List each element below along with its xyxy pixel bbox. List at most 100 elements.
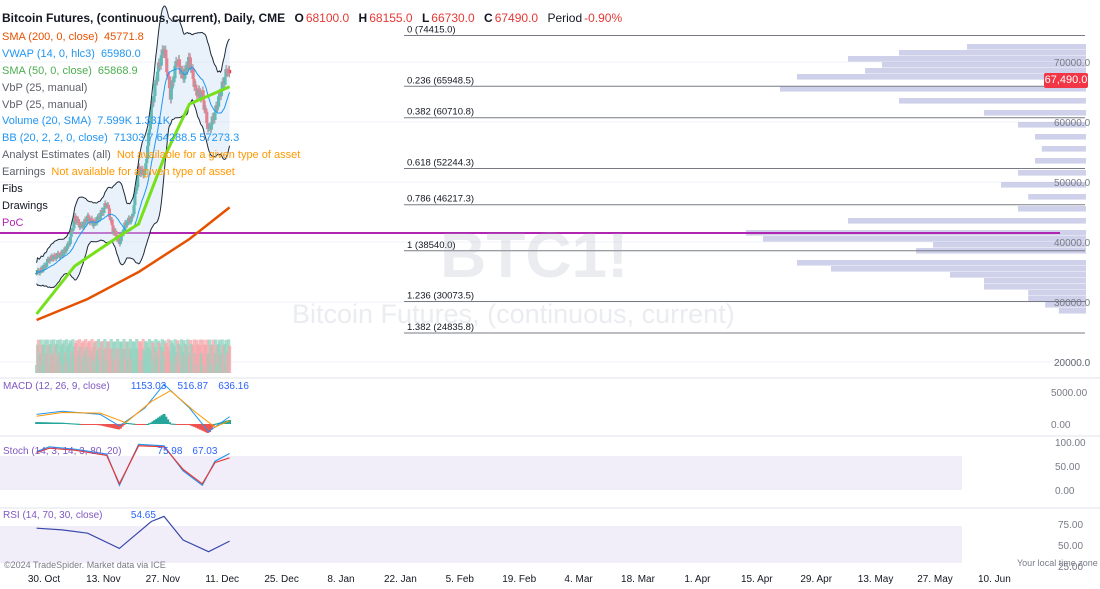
indicator-row[interactable]: Volume (20, SMA) 7.599K 1.331K: [2, 113, 628, 130]
candle-body: [195, 88, 199, 96]
candle-body: [139, 168, 143, 174]
macd-histogram-bar: [42, 422, 46, 424]
candle-body: [175, 61, 179, 64]
bollinger-upper: [36, 5, 230, 263]
candle-body: [65, 243, 70, 249]
indicator-row[interactable]: VbP (25, manual): [2, 80, 628, 97]
volume-bar: [72, 346, 76, 373]
indicator-row[interactable]: Fibs: [2, 181, 628, 198]
candle-body: [128, 221, 132, 223]
candle-body: [104, 203, 108, 206]
stoch-band: [0, 456, 962, 490]
local-time-zone[interactable]: Your local time zone: [1017, 558, 1098, 568]
macd-histogram-bar: [133, 423, 137, 425]
copyright-note: ©2024 TradeSpider. Market data via ICE: [4, 560, 166, 570]
candle-body: [55, 256, 59, 259]
fib-label: 1.382 (24835.8): [407, 322, 474, 333]
indicator-row[interactable]: Earnings Not available for a given type o…: [2, 164, 628, 181]
symbol-title[interactable]: Bitcoin Futures, (continuous, current), …: [2, 11, 286, 25]
indicator-value: 45771.8: [104, 30, 144, 43]
candle-body: [152, 95, 156, 103]
candle-body: [156, 71, 160, 82]
indicator-value: 7.599K 1.331K: [97, 115, 171, 128]
macd-histogram-bar: [188, 424, 192, 425]
macd-histogram-bar: [189, 424, 193, 426]
candle-body: [85, 221, 89, 223]
candle-body: [162, 50, 166, 54]
macd-histogram-bar: [160, 415, 164, 424]
candle-body: [133, 194, 137, 206]
candle-body: [129, 216, 133, 222]
candle-body: [211, 116, 215, 118]
macd-tick-label: 5000.00: [1051, 388, 1088, 399]
candle-body: [159, 55, 163, 66]
macd-histogram-bar: [38, 422, 42, 424]
macd-histogram-bar: [151, 421, 155, 424]
indicator-row[interactable]: SMA (50, 0, close) 65868.9: [2, 63, 628, 80]
vbp-bar: [1028, 296, 1086, 302]
volume-bar: [40, 344, 44, 373]
macd-histogram-bar: [124, 422, 128, 424]
last-price-badge: 67,490.0: [1044, 73, 1088, 88]
indicator-row[interactable]: Analyst Estimates (all) Not available for…: [2, 147, 628, 164]
candle-body: [58, 254, 62, 258]
candle-body: [50, 255, 54, 260]
indicator-label: VbP (25, manual): [2, 98, 88, 111]
candle-body: [156, 62, 161, 72]
vbp-bar: [1041, 146, 1086, 152]
candle-body: [177, 59, 182, 67]
candle-body: [170, 80, 174, 89]
chart-legend: Bitcoin Futures, (continuous, current), …: [2, 10, 628, 232]
candle-body: [157, 62, 162, 65]
time-tick-label: 29. Apr: [800, 574, 832, 585]
indicator-row[interactable]: BB (20, 2, 2, 0, close) 71303.7 64288.5 5…: [2, 130, 628, 147]
vbp-bar: [967, 44, 1086, 50]
macd-histogram-bar: [228, 419, 232, 424]
indicator-row[interactable]: Drawings: [2, 198, 628, 215]
macd-histogram-bar: [208, 424, 212, 433]
macd-histogram-bar: [144, 424, 148, 425]
price-tick-label: 70000.0: [1054, 58, 1091, 69]
time-tick-label: 15. Apr: [741, 574, 773, 585]
macd-histogram-bar: [62, 422, 66, 424]
candle-body: [192, 78, 196, 88]
volume-bar: [65, 346, 70, 373]
candle-body: [154, 80, 158, 84]
volume-bar: [189, 344, 193, 373]
macd-histogram-bar: [107, 424, 111, 428]
volume-bar: [59, 345, 63, 373]
candle-body: [74, 215, 78, 222]
candle-body: [201, 90, 205, 101]
macd-histogram-bar: [35, 422, 39, 424]
candle-body: [165, 58, 169, 73]
sma50-line: [35, 85, 231, 315]
candle-body: [143, 169, 147, 175]
time-tick-label: 13. Nov: [86, 574, 120, 585]
candle-body: [95, 222, 99, 224]
volume-bar: [196, 344, 200, 373]
candle-body: [72, 220, 76, 229]
indicator-row[interactable]: VbP (25, manual): [2, 97, 628, 114]
candle-body: [186, 66, 190, 71]
candle-body: [87, 217, 92, 223]
candle-body: [105, 205, 109, 207]
rsi-band: [0, 526, 962, 563]
indicator-row[interactable]: PoC: [2, 215, 628, 232]
panel-label: Stoch (14, 3, 14, 3, 80, 20): [3, 446, 121, 457]
macd-histogram-bar: [56, 422, 60, 424]
macd-histogram-bar: [173, 423, 177, 425]
fib-label: 0.236 (65948.5): [407, 75, 474, 86]
volume-bar: [176, 343, 181, 373]
candle-body: [188, 57, 193, 69]
candle-body: [174, 61, 178, 66]
panel-label: MACD (12, 26, 9, close): [3, 381, 110, 392]
indicator-row[interactable]: SMA (200, 0, close) 45771.8: [2, 29, 628, 46]
rsi-line: [36, 515, 230, 553]
candle-body: [67, 244, 71, 246]
candle-body: [90, 218, 94, 223]
indicator-row[interactable]: VWAP (14, 0, hlc3) 65980.0: [2, 46, 628, 63]
rsi-tick-label: 25.00: [1058, 562, 1083, 573]
macd-histogram-bar: [166, 419, 170, 424]
indicator-value: 71303.7 64288.5 57273.3: [113, 132, 240, 145]
